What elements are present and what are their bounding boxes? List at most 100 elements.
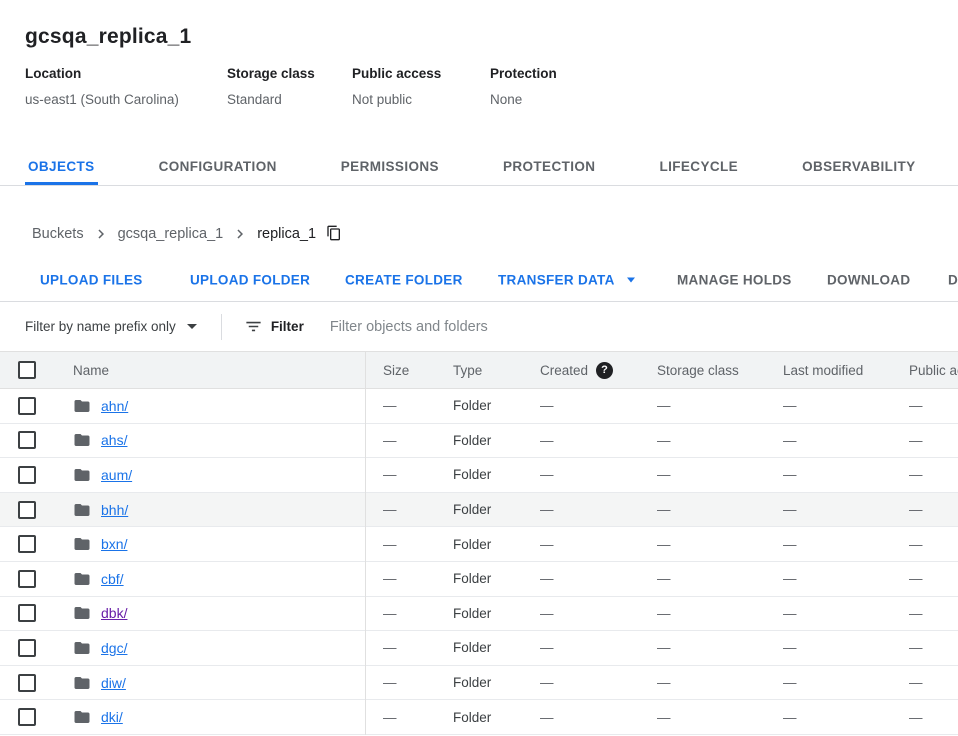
column-header-type: Type bbox=[453, 362, 483, 378]
toolbar-button[interactable]: DOWNLOAD bbox=[815, 264, 922, 295]
folder-icon bbox=[73, 466, 91, 484]
row-checkbox[interactable] bbox=[18, 569, 36, 588]
toolbar-button[interactable]: MANAGE HOLDS bbox=[665, 264, 804, 295]
chevron-right-icon bbox=[231, 225, 249, 243]
row-size-cell: — bbox=[383, 398, 397, 414]
toolbar-button[interactable]: UPLOAD FILES bbox=[28, 264, 155, 295]
toolbar-button[interactable]: CREATE FOLDER bbox=[333, 264, 475, 295]
row-last-modified-cell: — bbox=[783, 640, 797, 656]
toolbar-button-label: MANAGE HOLDS bbox=[677, 272, 792, 287]
object-name-link[interactable]: bxn/ bbox=[101, 536, 128, 553]
table-row: ahn/ — Folder — — — — bbox=[0, 389, 958, 424]
tab[interactable]: OBSERVABILITY bbox=[802, 159, 916, 174]
row-created-cell: — bbox=[540, 640, 554, 656]
object-name-link[interactable]: ahs/ bbox=[101, 432, 128, 449]
tab[interactable]: OBJECTS bbox=[25, 139, 98, 185]
row-checkbox[interactable] bbox=[18, 500, 36, 519]
caret-down-icon bbox=[626, 277, 635, 282]
row-last-modified-cell: — bbox=[783, 502, 797, 518]
object-name-link[interactable]: cbf/ bbox=[101, 570, 124, 587]
folder-icon bbox=[73, 535, 91, 553]
toolbar-button-label: TRANSFER DATA bbox=[498, 272, 615, 287]
row-created-cell: — bbox=[540, 536, 554, 552]
row-last-modified-cell: — bbox=[783, 709, 797, 725]
metadata-label: Location bbox=[25, 66, 82, 81]
row-storage-class-cell: — bbox=[657, 467, 671, 483]
filter-objects-input[interactable] bbox=[329, 318, 958, 335]
row-checkbox[interactable] bbox=[18, 673, 36, 692]
row-checkbox[interactable] bbox=[18, 396, 36, 415]
row-type-cell: Folder bbox=[453, 640, 492, 656]
object-name-link[interactable]: dgc/ bbox=[101, 639, 128, 656]
object-name-link[interactable]: diw/ bbox=[101, 674, 126, 691]
row-checkbox[interactable] bbox=[18, 638, 36, 657]
table-body: ahn/ — Folder — — — — bbox=[0, 389, 958, 735]
tab[interactable]: PERMISSIONS bbox=[340, 159, 439, 174]
row-storage-class-cell: — bbox=[657, 605, 671, 621]
bucket-header: gcsqa_replica_1 Location us-east1 (South… bbox=[0, 0, 958, 107]
row-storage-class-cell: — bbox=[657, 709, 671, 725]
row-checkbox-cell bbox=[0, 535, 56, 554]
folder-icon bbox=[73, 570, 91, 588]
row-last-modified-cell: — bbox=[783, 605, 797, 621]
row-checkbox-cell bbox=[0, 638, 56, 657]
table-row: aum/ — Folder — — — — bbox=[0, 458, 958, 493]
row-checkbox[interactable] bbox=[18, 604, 36, 623]
object-name-link[interactable]: dki/ bbox=[101, 709, 123, 726]
row-checkbox-cell bbox=[0, 431, 56, 450]
row-size-cell: — bbox=[383, 709, 397, 725]
filter-scope-dropdown[interactable]: Filter by name prefix only bbox=[25, 319, 197, 334]
row-checkbox[interactable] bbox=[18, 431, 36, 450]
object-name-link[interactable]: aum/ bbox=[101, 466, 133, 483]
row-checkbox[interactable] bbox=[18, 465, 36, 484]
tab[interactable]: CONFIGURATION bbox=[158, 159, 277, 174]
breadcrumb-segment: gcsqa_replica_1 bbox=[84, 225, 224, 243]
row-last-modified-cell: — bbox=[783, 398, 797, 414]
column-header-created: Created ? bbox=[530, 361, 651, 379]
row-type-cell: Folder bbox=[453, 675, 492, 691]
filter-bar: Filter by name prefix only Filter bbox=[0, 302, 958, 352]
row-size-cell: — bbox=[383, 536, 397, 552]
row-type-cell: Folder bbox=[453, 502, 492, 518]
breadcrumb-segment: Buckets bbox=[32, 226, 84, 242]
toolbar-button[interactable]: UPLOAD FOLDER bbox=[178, 264, 322, 295]
toolbar-button-label: DELETE bbox=[948, 272, 958, 287]
object-name-link[interactable]: ahn/ bbox=[101, 397, 129, 414]
row-checkbox[interactable] bbox=[18, 708, 36, 727]
object-actions-toolbar: UPLOAD FILES UPLOAD FOLDER CREATE FOLDER… bbox=[0, 258, 958, 302]
copy-path-button[interactable] bbox=[326, 225, 342, 244]
row-checkbox[interactable] bbox=[18, 535, 36, 554]
breadcrumb-item[interactable]: replica_1 bbox=[257, 226, 317, 242]
row-created-cell: — bbox=[540, 571, 554, 587]
row-created-cell: — bbox=[540, 675, 554, 691]
row-storage-class-cell: — bbox=[657, 398, 671, 414]
row-size-cell: — bbox=[383, 605, 397, 621]
help-icon[interactable]: ? bbox=[596, 361, 614, 379]
row-type-cell: Folder bbox=[453, 398, 492, 414]
table-row: dki/ — Folder — — — — bbox=[0, 700, 958, 735]
folder-icon bbox=[73, 674, 91, 692]
row-checkbox-cell bbox=[0, 465, 56, 484]
tab[interactable]: LIFECYCLE bbox=[659, 159, 739, 174]
tab[interactable]: PROTECTION bbox=[502, 159, 596, 174]
toolbar-button[interactable]: TRANSFER DATA bbox=[486, 264, 647, 295]
object-name-link[interactable]: dbk/ bbox=[101, 605, 128, 622]
select-all-checkbox[interactable] bbox=[18, 361, 36, 379]
breadcrumb-item[interactable]: Buckets bbox=[32, 226, 84, 242]
row-created-cell: — bbox=[540, 467, 554, 483]
row-type-cell: Folder bbox=[453, 605, 492, 621]
toolbar-button-label: UPLOAD FILES bbox=[40, 272, 143, 287]
metadata-item: Public access Not public bbox=[352, 66, 490, 107]
breadcrumb-row: Buckets gcsqa_replica_1 replica_1 bbox=[32, 224, 958, 244]
metadata-value: us-east1 (South Carolina) bbox=[25, 92, 179, 107]
object-name-link[interactable]: bhh/ bbox=[101, 501, 129, 518]
row-public-access-cell: — bbox=[909, 571, 923, 587]
folder-icon bbox=[73, 604, 91, 622]
table-row: cbf/ — Folder — — — — bbox=[0, 562, 958, 597]
toolbar-button[interactable]: DELETE bbox=[936, 264, 958, 295]
row-last-modified-cell: — bbox=[783, 467, 797, 483]
toolbar-button-label: UPLOAD FOLDER bbox=[190, 272, 311, 287]
row-type-cell: Folder bbox=[453, 709, 492, 725]
breadcrumb-item[interactable]: gcsqa_replica_1 bbox=[117, 226, 224, 242]
row-storage-class-cell: — bbox=[657, 640, 671, 656]
